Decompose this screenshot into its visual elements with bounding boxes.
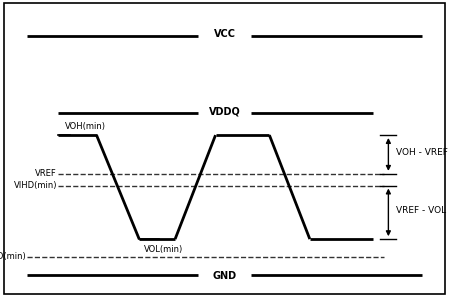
Text: VILD(min): VILD(min) [0,252,27,261]
Text: VIHD(min): VIHD(min) [13,181,57,190]
Text: VOH(min): VOH(min) [65,122,106,131]
Text: VREF - VOL: VREF - VOL [396,206,446,215]
Text: VDDQ: VDDQ [209,106,240,116]
Text: GND: GND [212,271,237,281]
Text: VOH - VREF: VOH - VREF [396,148,448,157]
Text: VREF: VREF [35,169,57,178]
Text: VCC: VCC [214,29,235,39]
Text: VOL(min): VOL(min) [144,245,183,254]
